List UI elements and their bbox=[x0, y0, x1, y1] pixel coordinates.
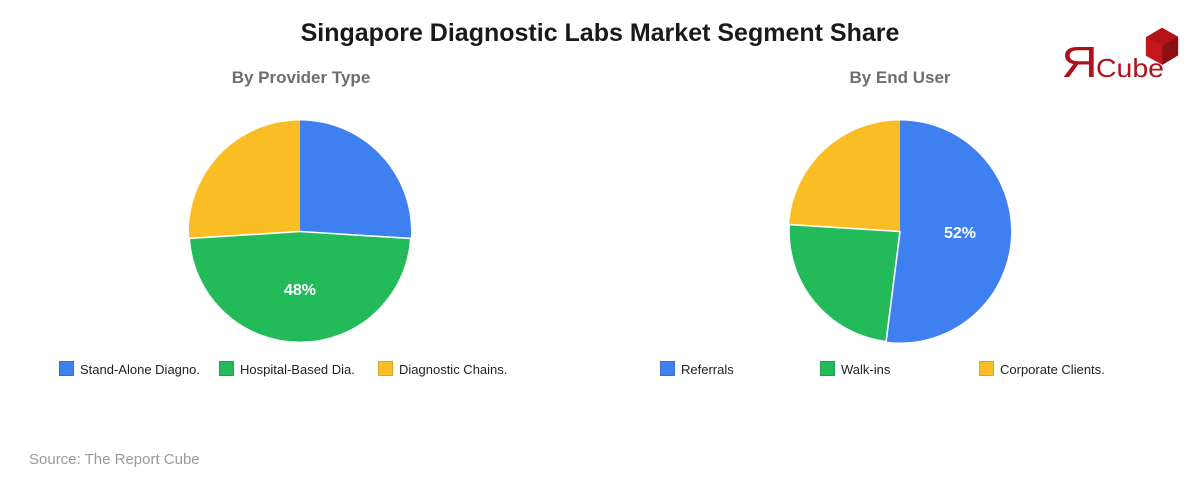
svg-text:Я: Я bbox=[1061, 38, 1098, 83]
svg-text:48%: 48% bbox=[284, 282, 316, 299]
svg-text:52%: 52% bbox=[944, 225, 976, 242]
